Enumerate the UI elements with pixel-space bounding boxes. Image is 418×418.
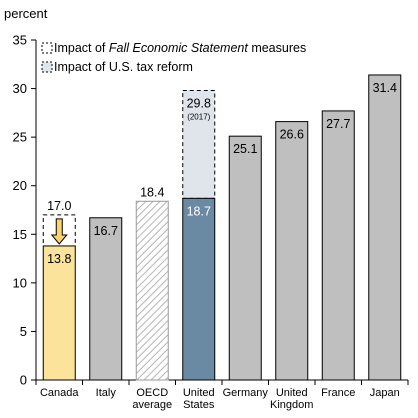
labels-layer: 13.8 16.7 18.4 18.7 25.1 26.6 27.7 31.4 17.0 29.8… — [47, 81, 397, 266]
bar — [89, 217, 123, 381]
y-tick-label: 0 — [20, 373, 27, 388]
bar — [228, 135, 262, 381]
y-tick-label: 10 — [13, 275, 27, 290]
bar — [368, 74, 402, 381]
x-tick-label: United States — [183, 387, 215, 411]
bar — [321, 110, 355, 381]
legend-swatch — [41, 42, 53, 54]
previous-data-label: 17.0 — [47, 199, 71, 213]
x-tick-label: Japan — [370, 387, 400, 399]
bar — [182, 197, 216, 381]
bar — [135, 200, 169, 381]
data-label: 18.7 — [187, 204, 211, 218]
legend-swatch — [41, 61, 53, 73]
axis-layer: percent 0 5 10 15 20 25 30 35 Canada Italy OECD aver… — [4, 6, 409, 411]
y-tick-label: 35 — [13, 33, 27, 48]
x-tick-label: United Kingdom — [270, 387, 313, 411]
legend-item: Impact of Fall Economic Statement measur… — [41, 41, 306, 55]
previous-data-note: (2017) — [187, 113, 210, 122]
data-label: 31.4 — [373, 81, 397, 95]
legend-label: Impact of U.S. tax reform — [54, 60, 193, 74]
data-label: 25.1 — [233, 142, 257, 156]
y-tick-label: 20 — [13, 178, 27, 193]
data-label: 16.7 — [94, 224, 118, 238]
legend: Impact of Fall Economic Statement measur… — [41, 41, 306, 74]
legend-label: Impact of Fall Economic Statement measur… — [54, 41, 306, 55]
data-label: 13.8 — [47, 252, 71, 266]
y-tick-label: 25 — [13, 130, 27, 145]
x-tick-label: Germany — [223, 387, 269, 399]
x-tick-label: Canada — [40, 387, 79, 399]
x-tick-label: OECD average — [132, 387, 172, 411]
x-tick-label: Italy — [96, 387, 117, 399]
x-tick-label: France — [321, 387, 355, 399]
y-tick-label: 5 — [20, 324, 27, 339]
bar — [275, 121, 309, 381]
y-tick-label: 30 — [13, 81, 27, 96]
y-tick-label: 15 — [13, 227, 27, 242]
data-label: 18.4 — [140, 185, 164, 199]
bars-layer — [42, 74, 402, 381]
y-axis-unit-label: percent — [4, 6, 48, 21]
data-label: 26.6 — [280, 128, 304, 142]
data-label: 27.7 — [326, 117, 350, 131]
down-arrow-icon — [50, 218, 68, 245]
previous-data-label: 29.8 — [187, 97, 211, 111]
legend-item: Impact of U.S. tax reform — [41, 60, 193, 74]
bar — [42, 245, 76, 381]
